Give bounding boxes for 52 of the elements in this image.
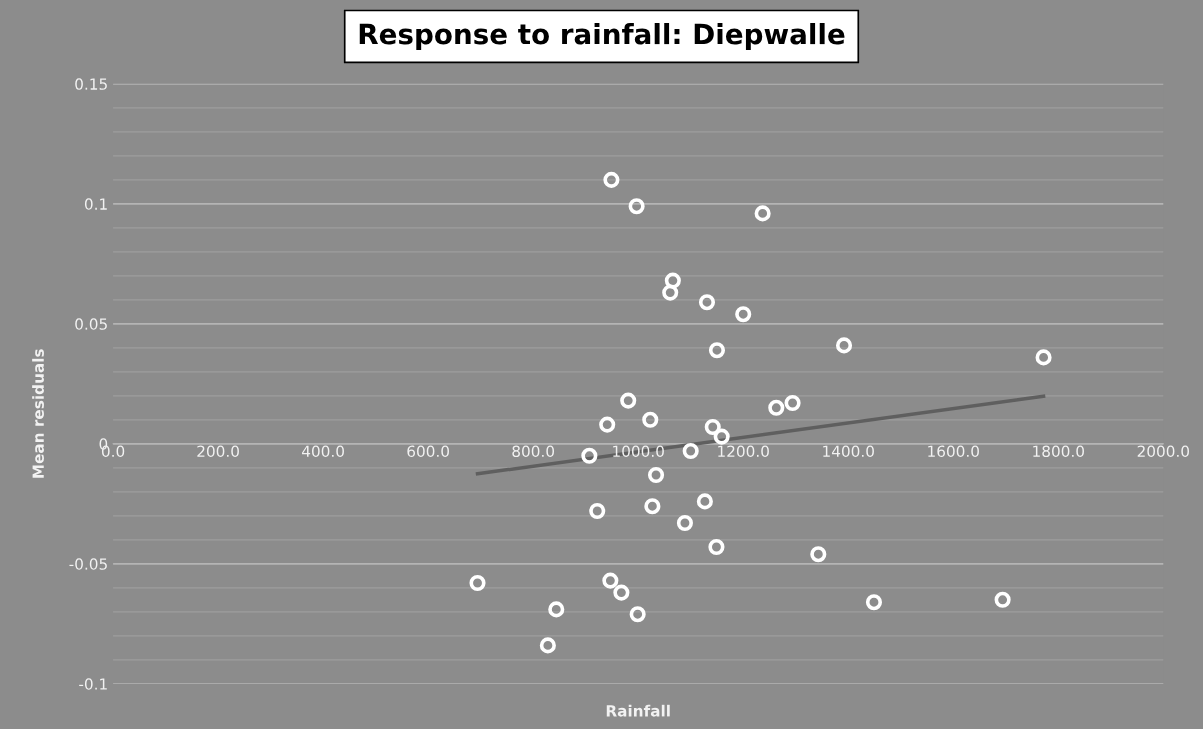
point — [548, 601, 565, 618]
x-axis-title: Rainfall — [606, 704, 670, 717]
point — [662, 284, 679, 301]
point — [713, 428, 730, 445]
point — [613, 584, 630, 601]
point — [603, 171, 620, 188]
point — [539, 637, 556, 654]
x-tick-label: 1200.0 — [718, 445, 769, 458]
point — [647, 466, 665, 484]
x-tick-label: 600.0 — [407, 445, 449, 458]
point — [696, 493, 713, 510]
point — [708, 538, 725, 556]
y-tick-label: 0.1 — [84, 198, 107, 210]
point — [642, 411, 659, 428]
y-tick-label: 0.05 — [75, 318, 107, 330]
x-tick-label: 1600.0 — [928, 445, 979, 458]
point — [644, 498, 661, 515]
point — [664, 272, 681, 289]
y-tick-label: -0.1 — [79, 678, 107, 690]
x-tick-label: 2000.0 — [1137, 445, 1190, 458]
point — [708, 342, 726, 359]
point — [599, 416, 616, 433]
point — [629, 606, 646, 623]
point — [735, 306, 752, 323]
point — [628, 198, 645, 215]
point — [754, 205, 771, 222]
point — [835, 337, 853, 354]
point — [784, 394, 801, 412]
point — [698, 294, 716, 311]
x-tick-label: 200.0 — [197, 445, 239, 458]
point — [810, 546, 827, 563]
chart-title: Response to rainfall: Diepwalle — [359, 23, 845, 50]
point — [469, 574, 486, 592]
point — [682, 442, 699, 460]
point — [581, 447, 598, 464]
x-tick-label: 1800.0 — [1033, 445, 1084, 458]
point — [1035, 349, 1052, 366]
x-tick-label: 800.0 — [512, 445, 555, 458]
x-tick-label: 400.0 — [302, 445, 344, 458]
point — [620, 392, 637, 409]
point — [602, 572, 619, 589]
y-tick-label: 0.15 — [75, 78, 107, 90]
point — [589, 502, 606, 520]
x-tick-label: 1400.0 — [823, 445, 874, 458]
y-tick-label: -0.05 — [69, 558, 107, 570]
y-axis-title: Mean residuals — [32, 349, 44, 478]
x-tick-label: 1000.0 — [613, 445, 664, 458]
point — [865, 594, 883, 611]
point — [704, 418, 721, 436]
point — [676, 514, 693, 532]
point — [994, 591, 1011, 608]
point — [768, 399, 785, 416]
